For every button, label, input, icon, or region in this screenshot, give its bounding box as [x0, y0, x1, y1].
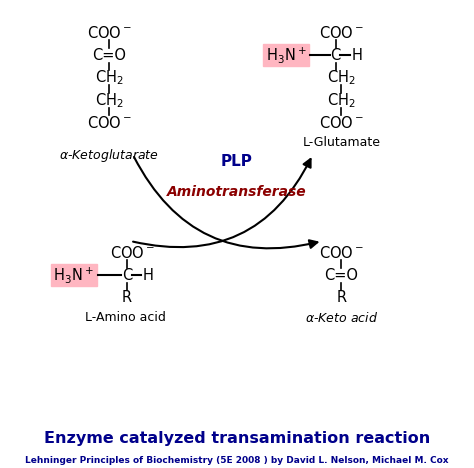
Text: H: H — [143, 268, 154, 283]
Text: CH$_2$: CH$_2$ — [95, 68, 123, 87]
Text: Lehninger Principles of Biochemistry (5E 2008 ) by David L. Nelson, Michael M. C: Lehninger Principles of Biochemistry (5E… — [25, 456, 449, 466]
Text: CH$_2$: CH$_2$ — [95, 91, 123, 110]
Text: COO$^-$: COO$^-$ — [87, 115, 131, 131]
Text: COO$^-$: COO$^-$ — [319, 25, 364, 41]
Text: R: R — [122, 290, 132, 305]
FancyArrowPatch shape — [134, 157, 318, 249]
Text: PLP: PLP — [221, 154, 253, 169]
Text: R: R — [336, 290, 346, 305]
Text: Enzyme catalyzed transamination reaction: Enzyme catalyzed transamination reaction — [44, 431, 430, 446]
Text: C: C — [122, 268, 132, 283]
Text: C=O: C=O — [324, 268, 358, 283]
Text: COO$^-$: COO$^-$ — [319, 245, 364, 261]
Text: H: H — [352, 48, 362, 63]
Text: COO$^-$: COO$^-$ — [87, 25, 131, 41]
Text: COO$^-$: COO$^-$ — [319, 115, 364, 131]
Text: L-Amino acid: L-Amino acid — [85, 311, 166, 324]
Text: L-Glutamate: L-Glutamate — [302, 136, 380, 149]
Text: C=O: C=O — [92, 48, 126, 63]
Text: H$_3$N$^+$: H$_3$N$^+$ — [54, 265, 94, 285]
FancyBboxPatch shape — [263, 44, 309, 66]
Text: Aminotransferase: Aminotransferase — [167, 185, 307, 199]
Text: H$_3$N$^+$: H$_3$N$^+$ — [266, 45, 306, 65]
Text: CH$_2$: CH$_2$ — [327, 91, 356, 110]
Text: C: C — [330, 48, 341, 63]
FancyBboxPatch shape — [51, 264, 97, 286]
Text: CH$_2$: CH$_2$ — [327, 68, 356, 87]
Text: $\alpha$-Keto acid: $\alpha$-Keto acid — [305, 311, 378, 325]
Text: $\alpha$-Ketoglutarate: $\alpha$-Ketoglutarate — [59, 147, 159, 164]
Text: COO$^-$: COO$^-$ — [110, 245, 155, 261]
FancyArrowPatch shape — [133, 159, 310, 247]
